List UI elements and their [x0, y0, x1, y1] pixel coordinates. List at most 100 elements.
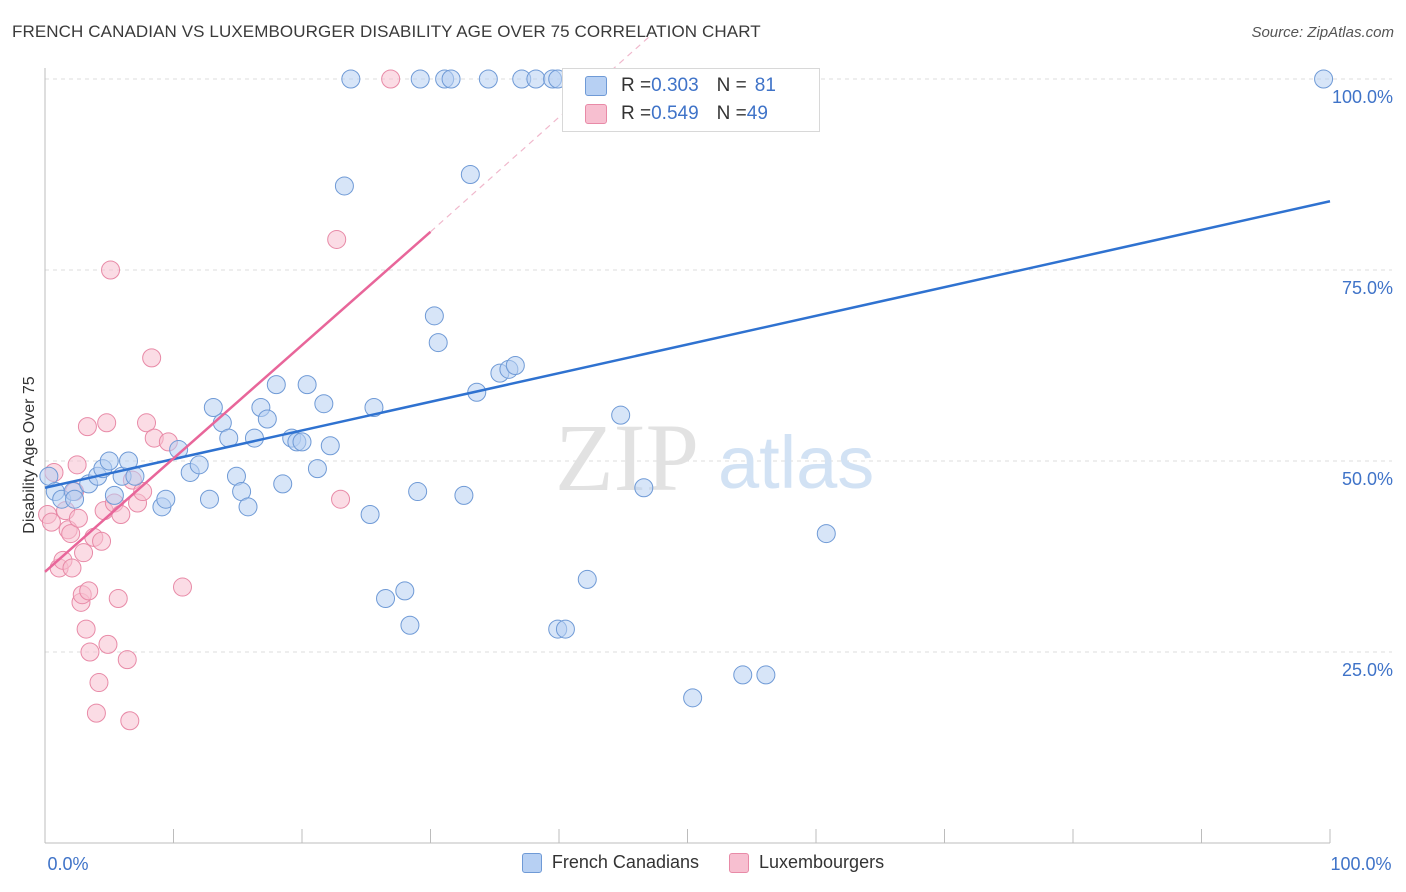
french-point-45[interactable]	[410, 69, 430, 89]
french-n-value: 81	[754, 75, 776, 96]
french-point-58[interactable]	[526, 69, 546, 89]
lux-point-21[interactable]	[89, 673, 109, 693]
french-point-66[interactable]	[683, 688, 703, 708]
lux-point-40[interactable]	[327, 229, 347, 249]
french-point-29[interactable]	[273, 474, 293, 494]
french-point-34[interactable]	[307, 459, 327, 479]
legend-french-swatch	[521, 852, 542, 873]
french-point-47[interactable]	[428, 333, 448, 353]
lux-point-34[interactable]	[133, 482, 153, 502]
lux-point-11[interactable]	[68, 508, 88, 528]
french-point-64[interactable]	[611, 405, 631, 425]
source-label: Source: ZipAtlas.com	[1251, 24, 1394, 41]
chart-title: FRENCH CANADIAN VS LUXEMBOURGER DISABILI…	[12, 22, 761, 41]
lux-point-30[interactable]	[117, 650, 137, 670]
french-point-37[interactable]	[334, 176, 354, 196]
french-point-24[interactable]	[238, 497, 258, 517]
watermark-atlas: atlas	[718, 421, 874, 504]
watermark: ZIP atlas	[555, 404, 874, 511]
french-point-4[interactable]	[65, 489, 85, 509]
stats-row-french: R = 0.303 N = 81	[585, 72, 776, 100]
lux-point-22[interactable]	[92, 531, 112, 551]
french-point-8[interactable]	[99, 451, 119, 471]
lux-point-25[interactable]	[98, 634, 118, 654]
lux-point-1[interactable]	[41, 512, 61, 532]
legend-item-french[interactable]: French Canadians	[521, 852, 699, 873]
french-points	[39, 69, 1334, 708]
french-n-label: N =	[716, 75, 747, 96]
french-point-69[interactable]	[816, 524, 836, 544]
french-point-68[interactable]	[756, 665, 776, 685]
french-point-65[interactable]	[634, 478, 654, 498]
french-point-63[interactable]	[577, 569, 597, 589]
lux-point-17[interactable]	[79, 581, 99, 601]
french-point-56[interactable]	[505, 356, 525, 375]
french-point-49[interactable]	[441, 69, 461, 89]
bottom-legend: French Canadians Luxembourgers	[0, 852, 1406, 873]
lux-point-8[interactable]	[62, 558, 82, 578]
french-point-50[interactable]	[454, 485, 474, 505]
lux-point-15[interactable]	[76, 619, 96, 639]
lux-point-29[interactable]	[111, 504, 131, 524]
lux-point-31[interactable]	[120, 711, 140, 731]
axis-layer	[44, 68, 1331, 844]
french-point-9[interactable]	[104, 485, 124, 505]
lux-point-20[interactable]	[86, 703, 106, 723]
lux-r-label: R =	[621, 103, 652, 124]
lux-point-39[interactable]	[172, 577, 192, 597]
lux-point-41[interactable]	[331, 489, 351, 509]
lux-swatch	[585, 104, 607, 124]
legend-lux-label: Luxembourgers	[759, 852, 885, 872]
french-point-39[interactable]	[360, 504, 380, 524]
french-r-value: 0.303	[651, 75, 699, 96]
french-point-36[interactable]	[320, 436, 340, 456]
lux-point-35[interactable]	[137, 413, 157, 433]
lux-point-28[interactable]	[108, 589, 128, 609]
french-trend-line	[44, 200, 1331, 489]
lux-points	[38, 69, 401, 731]
lux-point-24[interactable]	[97, 413, 117, 433]
y-tick-label-50: 50.0%	[1342, 469, 1393, 489]
lux-point-36[interactable]	[142, 348, 162, 368]
lux-point-16[interactable]	[77, 417, 97, 437]
french-point-27[interactable]	[257, 409, 277, 429]
french-point-67[interactable]	[733, 665, 753, 685]
stats-legend: R = 0.303 N = 81 R = 0.549 N = 49	[562, 68, 820, 132]
lux-point-18[interactable]	[80, 642, 100, 662]
french-point-17[interactable]	[189, 455, 209, 475]
french-point-44[interactable]	[408, 482, 428, 502]
x-tick-label-min: 0.0%	[47, 854, 88, 874]
french-point-42[interactable]	[395, 581, 415, 601]
lux-point-14[interactable]	[74, 543, 94, 563]
french-point-35[interactable]	[314, 394, 334, 414]
french-point-43[interactable]	[400, 615, 420, 635]
lux-point-10[interactable]	[67, 455, 87, 475]
french-point-19[interactable]	[203, 398, 223, 418]
french-point-53[interactable]	[478, 69, 498, 89]
lux-point-26[interactable]	[101, 260, 121, 280]
lux-n-label: N =	[716, 103, 747, 124]
lux-n-value: 49	[746, 103, 768, 124]
french-swatch	[585, 76, 607, 96]
lux-point-42[interactable]	[381, 69, 401, 89]
legend-lux-swatch	[729, 852, 749, 873]
french-point-28[interactable]	[266, 375, 286, 395]
french-point-41[interactable]	[376, 589, 396, 609]
french-point-70[interactable]	[1314, 69, 1334, 89]
legend-french-label: French Canadians	[551, 852, 699, 872]
french-point-40[interactable]	[364, 398, 384, 418]
french-point-25[interactable]	[244, 428, 264, 448]
legend-item-lux[interactable]: Luxembourgers	[729, 852, 884, 873]
lux-trend-extension	[430, 36, 650, 233]
french-point-38[interactable]	[341, 69, 361, 89]
lux-point-7[interactable]	[61, 524, 81, 544]
french-point-14[interactable]	[156, 489, 176, 509]
french-point-46[interactable]	[424, 306, 444, 326]
french-point-33[interactable]	[297, 375, 317, 395]
french-point-18[interactable]	[199, 489, 219, 509]
lux-r-value: 0.549	[651, 103, 699, 124]
french-point-62[interactable]	[555, 619, 575, 639]
french-point-32[interactable]	[292, 432, 312, 452]
french-point-51[interactable]	[460, 165, 480, 184]
